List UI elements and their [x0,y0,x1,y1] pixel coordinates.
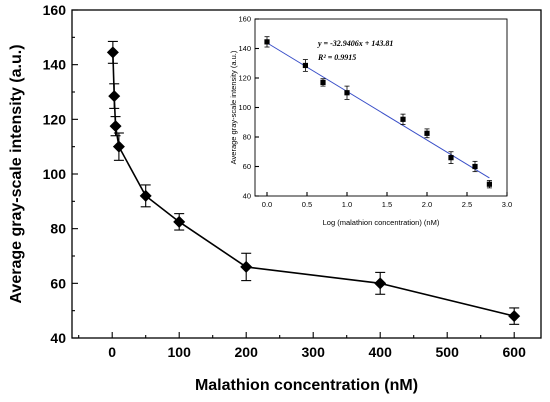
main-x-tick-label: 400 [369,344,393,360]
inset-y-tick-label: 80 [243,133,251,142]
main-y-axis-title: Average gray-scale intensity (a.u.) [8,44,25,303]
main-plot: 40 60 80 100 120 140 160 0 100 200 300 400 500 600 Mal… [8,2,542,394]
inset-x-tick-label: 0.0 [262,200,272,209]
inset-data-point [264,39,270,45]
main-data-point [108,90,121,103]
inset-x-tick-label: 2.0 [422,200,432,209]
inset-y-tick-label: 60 [243,162,251,171]
inset-y-tick-label: 100 [238,103,251,112]
main-y-tick-label: 40 [50,330,66,346]
inset-y-tick-label: 120 [238,74,251,83]
main-x-tick-label: 300 [302,344,326,360]
main-data-point [173,215,186,228]
main-x-tick-label: 500 [436,344,460,360]
main-data-point [240,260,253,273]
main-data-point [374,277,387,290]
inset-plot-frame [254,18,508,197]
main-data-point [112,140,125,153]
inset-fit-equation: y = -32.9406x + 143.81 [317,39,393,48]
inset-data-point [400,116,406,122]
main-y-tick-label: 160 [43,2,67,18]
inset-x-tick-label: 1.5 [382,200,392,209]
inset-x-axis-title: Log (malathion concentration) (nM) [323,218,440,227]
inset-data-point [486,181,492,187]
inset-x-tick-label: 3.0 [502,200,512,209]
inset-r-squared: R² = 0.9915 [317,53,356,62]
inset-x-tick-label: 0.5 [302,200,312,209]
inset-y-tick-label: 160 [238,15,251,24]
inset-plot: 40 60 80 100 120 140 160 0.0 0.5 1.0 1.5 2.0 2.5 3.0 L… [229,15,512,227]
inset-data-point [320,79,326,86]
main-y-tick-label: 60 [50,275,66,291]
main-y-tick-label: 80 [50,221,66,237]
main-x-tick-label: 0 [108,344,116,360]
inset-data-point [302,62,308,69]
main-data-point [106,46,119,59]
main-x-tick-label: 600 [503,344,527,360]
inset-data-point [344,90,350,96]
main-x-tick-label: 100 [168,344,192,360]
main-data-point [109,120,122,133]
main-y-tick-label: 120 [43,111,67,127]
inset-x-tick-label: 1.0 [342,200,352,209]
main-y-tick-label: 100 [43,166,67,182]
inset-x-tick-label: 2.5 [462,200,472,209]
main-x-tick-label: 200 [235,344,259,360]
inset-data-point [424,130,430,136]
main-y-tick-label: 140 [43,57,67,73]
inset-y-tick-label: 40 [243,192,251,201]
inset-y-axis-title: Average gray-scale intensity (a.u.) [229,50,238,164]
main-data-point [139,189,152,202]
inset-y-tick-label: 140 [238,44,251,53]
main-data-point [508,310,521,323]
inset-data-point [472,163,478,170]
main-x-axis-title: Malathion concentration (nM) [195,377,418,394]
inset-data-point [448,155,454,161]
